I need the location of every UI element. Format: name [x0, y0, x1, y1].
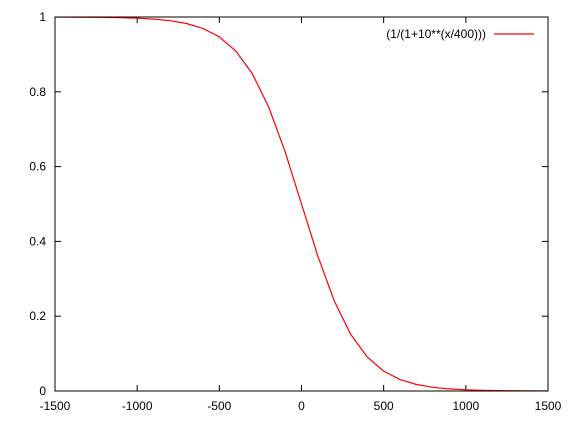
x-tick-label: 0	[298, 399, 305, 413]
x-tick-label: -1000	[122, 399, 153, 413]
x-tick-label: 1000	[452, 399, 479, 413]
y-tick-label: 0.6	[29, 160, 46, 174]
series-layer	[54, 16, 549, 392]
y-tick-label: 1	[39, 10, 46, 24]
series-line	[54, 16, 549, 392]
y-tick-label: 0.2	[29, 309, 46, 323]
y-tick-label: 0.8	[29, 85, 46, 99]
y-tick-label: 0	[39, 384, 46, 398]
legend-label: (1/(1+10**(x/400)))	[386, 27, 486, 41]
legend: (1/(1+10**(x/400)))	[386, 27, 534, 41]
x-tick-label: -1500	[40, 399, 71, 413]
plot-frame	[54, 16, 549, 392]
x-tick-label: 500	[374, 399, 394, 413]
x-tick-label: 1500	[535, 399, 562, 413]
ticks-layer: -1500 -1000 -500 0 500 1000 1500 0 0.2 0.4 0.6 0.8 1	[29, 10, 561, 413]
x-tick-label: -500	[207, 399, 231, 413]
y-tick-label: 0.4	[29, 234, 46, 248]
